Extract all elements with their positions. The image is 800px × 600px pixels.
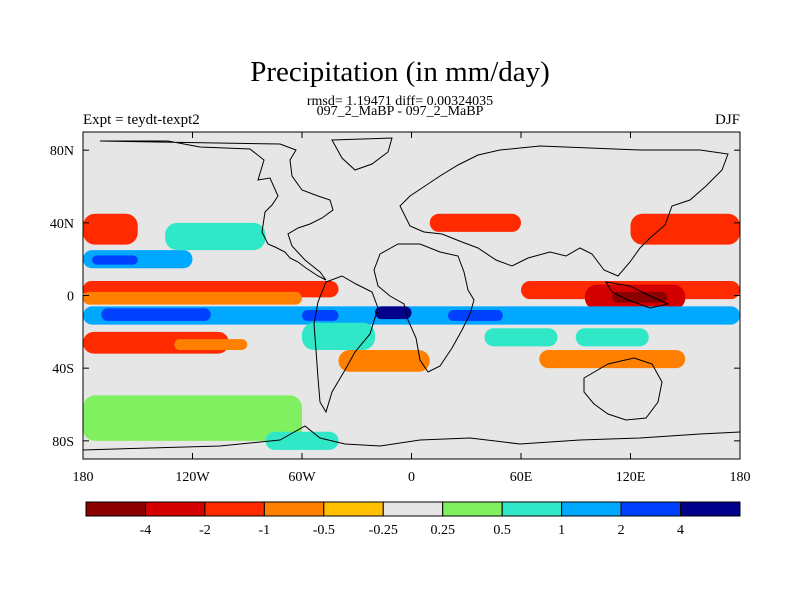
x-tick-label: 0 [408,470,415,485]
x-tick-label: 60E [510,470,533,485]
x-tick-label: 120E [616,470,646,485]
season-label: DJF [714,112,740,128]
colorbar-swatch [561,501,622,517]
colorbar-label: -0.25 [369,523,398,538]
colorbar-label: -4 [140,523,152,538]
precip-anomaly-region [83,395,302,441]
precip-anomaly-region [484,328,558,347]
precip-anomaly-region [101,308,211,321]
colorbar-swatch [144,501,206,517]
case-label: 097_2_MaBP - 097_2_MaBP [316,104,484,119]
x-tick-label: 180 [730,470,751,485]
coastline-maritime-continent [605,281,670,309]
colorbar-label: 2 [618,523,625,538]
precip-anomaly-region [165,222,266,251]
colorbar-swatch [382,501,444,517]
x-tick-label: 180 [73,470,94,485]
precip-anomaly-region [174,339,248,350]
colorbar-label: 1 [558,523,565,538]
colorbar-label: 4 [677,523,684,538]
precip-anomaly-region [302,322,375,350]
colorbar-label: 0.5 [493,523,511,538]
precip-anomaly-region [265,431,339,450]
precip-anomaly-region [338,350,430,372]
precip-anomaly-region [83,213,138,245]
precip-anomaly-region [429,213,521,232]
colorbar-label: -2 [199,523,211,538]
colorbar-swatch [85,501,146,517]
precip-anomaly-region [630,213,740,245]
colorbar-swatch [680,501,741,517]
y-tick-label: 80S [52,435,74,450]
coastline-antarctica [83,425,740,451]
rmsd-diff-label: rmsd= 1.19471 diff= 0.00324035 [306,94,494,109]
precip-anomaly-region [575,328,649,347]
precip-anomaly-region [92,255,138,265]
y-tick-label: 40N [50,217,74,232]
coastline-africa [373,243,475,373]
coastline-greenland [331,137,393,171]
colorbar-label: -0.5 [313,523,335,538]
precip-anomaly-region [83,291,302,305]
precip-anomaly-region [302,310,339,321]
page-title: Precipitation (in mm/day) [250,56,550,88]
colorbar-label: 0.25 [430,523,455,538]
x-tick-label: 60W [288,470,316,485]
y-tick-label: 0 [67,290,74,305]
colorbar-swatch [620,501,682,517]
colorbar-swatch [501,501,563,517]
precip-anomaly-region [448,310,503,321]
precip-anomaly-region [612,291,667,303]
coastline-australia [583,357,663,421]
y-tick-label: 80N [50,144,74,159]
x-tick-label: 120W [175,470,210,485]
precip-anomaly-region [375,306,412,320]
precip-anomaly-region [539,350,686,369]
y-tick-label: 40S [52,362,74,377]
coastline-north-america [99,140,334,281]
coastline-south-america [313,275,379,414]
colorbar-swatch [323,501,384,517]
colorbar-swatch [442,501,503,517]
precip-anomaly-region [83,306,740,325]
colorbar-label: -1 [259,523,271,538]
coastline-eurasia [399,145,729,277]
colorbar-swatch [204,501,265,517]
experiment-label: Expt = teydt-texpt2 [83,112,200,128]
colorbar-swatch [263,501,325,517]
